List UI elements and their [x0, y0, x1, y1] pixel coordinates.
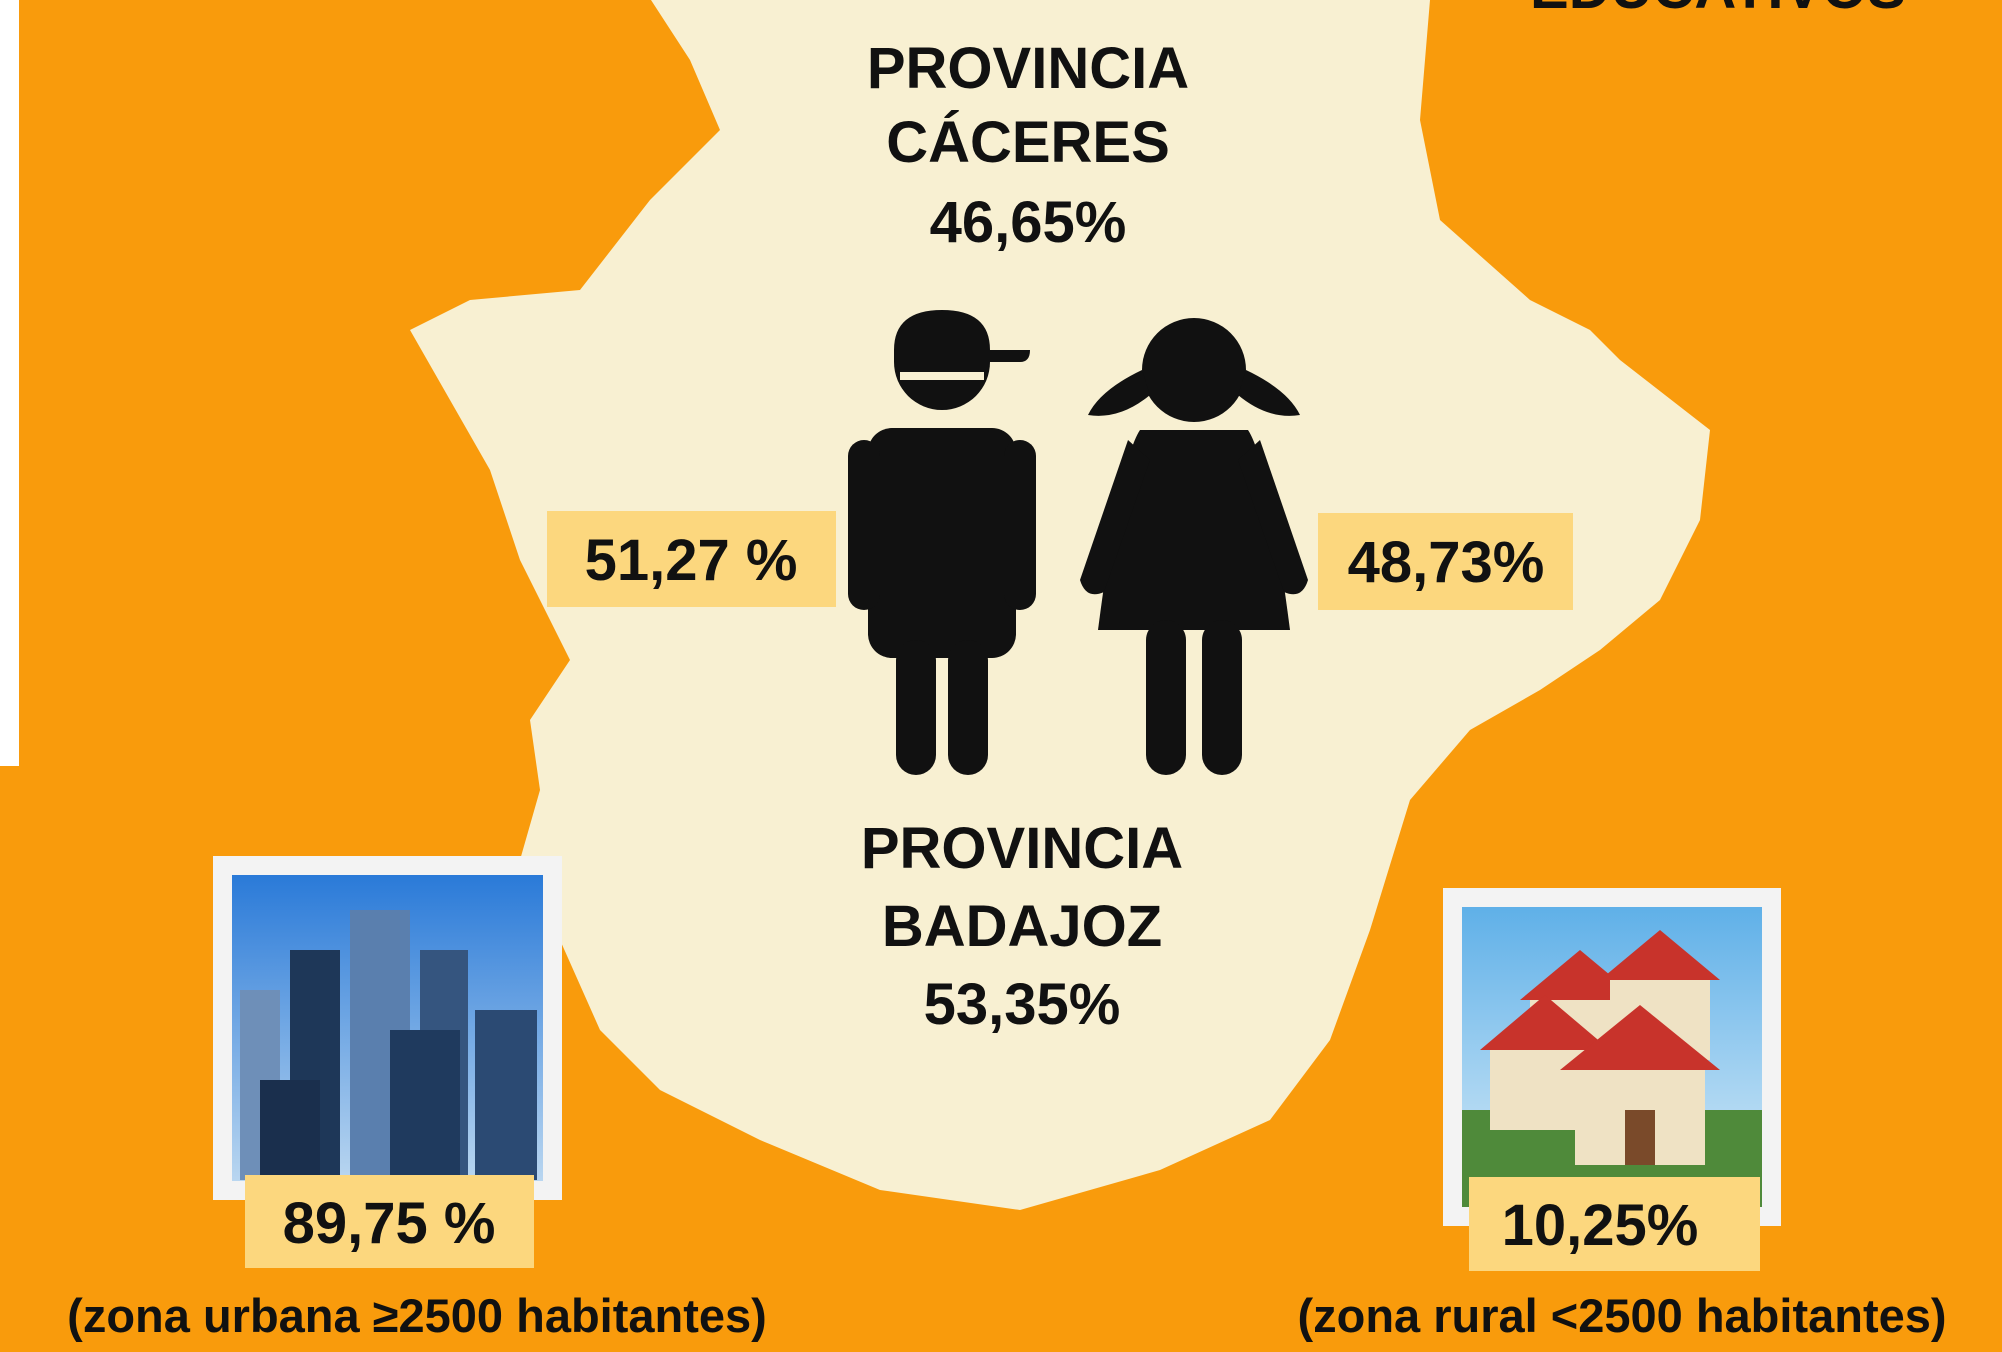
- rural-caption: (zona rural <2500 habitantes): [1297, 1289, 1946, 1342]
- caceres-line2: CÁCERES: [886, 110, 1170, 175]
- caceres-value: 46,65%: [930, 190, 1127, 255]
- girl-icon: [1080, 318, 1308, 775]
- left-strip: [0, 0, 19, 766]
- boys-label-box: [547, 511, 836, 607]
- boy-icon: [848, 310, 1036, 775]
- badajoz-line1: PROVINCIA: [861, 816, 1183, 881]
- header-title: EDUCATIVOS: [1530, 0, 1906, 21]
- urban-label-box: [245, 1175, 534, 1268]
- urban-value: 89,75 %: [283, 1191, 496, 1256]
- map-extremadura: [410, 0, 1710, 1210]
- badajoz-value: 53,35%: [924, 972, 1121, 1037]
- houses-image: [1443, 888, 1781, 1226]
- rural-value: 10,25%: [1502, 1193, 1699, 1258]
- boys-value: 51,27 %: [585, 528, 798, 593]
- city-image: [213, 856, 562, 1200]
- urban-caption: (zona urbana ≥2500 habitantes): [67, 1289, 767, 1342]
- girls-value: 48,73%: [1348, 530, 1545, 595]
- badajoz-line2: BADAJOZ: [882, 894, 1162, 959]
- caceres-line1: PROVINCIA: [867, 36, 1189, 101]
- girls-label-box: [1318, 513, 1573, 610]
- rural-label-box: [1469, 1177, 1760, 1271]
